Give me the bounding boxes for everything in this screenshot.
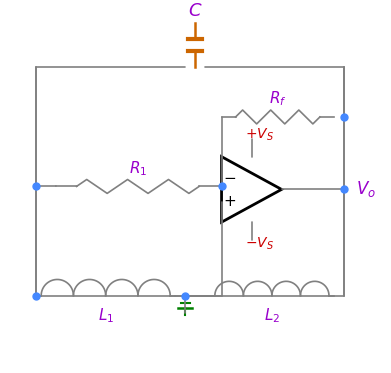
Text: $C$: $C$ [188,2,202,20]
Text: $R_f$: $R_f$ [269,90,287,109]
Text: $+V_S$: $+V_S$ [245,126,274,143]
Text: $-V_S$: $-V_S$ [245,236,274,252]
Text: $L_2$: $L_2$ [264,306,280,325]
Text: $V_o$: $V_o$ [356,179,376,200]
Text: $R_1$: $R_1$ [129,159,147,178]
Text: $-$: $-$ [223,169,236,185]
Text: $+$: $+$ [223,194,236,209]
Text: $L_1$: $L_1$ [98,306,114,325]
